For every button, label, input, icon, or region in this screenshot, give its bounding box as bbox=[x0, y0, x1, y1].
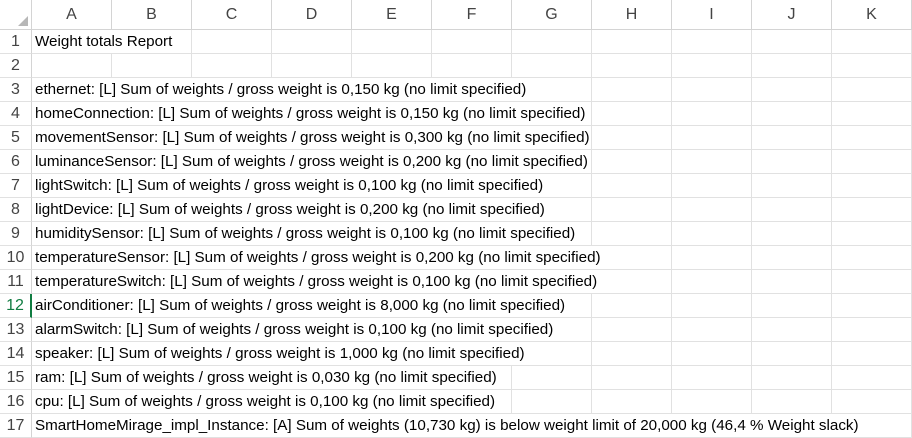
column-header-j[interactable]: J bbox=[752, 0, 832, 30]
column-header-f[interactable]: F bbox=[432, 0, 512, 30]
row-header-7[interactable]: 7 bbox=[0, 174, 32, 198]
cell-a11[interactable]: temperatureSwitch: [L] Sum of weights / … bbox=[35, 270, 599, 293]
cell-a6[interactable]: luminanceSensor: [L] Sum of weights / gr… bbox=[35, 150, 589, 173]
table-row bbox=[32, 54, 912, 78]
table-row: airConditioner: [L] Sum of weights / gro… bbox=[32, 294, 912, 318]
column-header-h[interactable]: H bbox=[592, 0, 672, 30]
cell-a15[interactable]: ram: [L] Sum of weights / gross weight i… bbox=[35, 366, 498, 389]
table-row: alarmSwitch: [L] Sum of weights / gross … bbox=[32, 318, 912, 342]
table-row: homeConnection: [L] Sum of weights / gro… bbox=[32, 102, 912, 126]
cell-a17[interactable]: SmartHomeMirage_impl_Instance: [A] Sum o… bbox=[35, 414, 860, 437]
cell-a3[interactable]: ethernet: [L] Sum of weights / gross wei… bbox=[35, 78, 528, 101]
select-all-corner[interactable] bbox=[0, 0, 32, 30]
row-header-2[interactable]: 2 bbox=[0, 54, 32, 78]
table-row: SmartHomeMirage_impl_Instance: [A] Sum o… bbox=[32, 414, 912, 438]
column-header-g[interactable]: G bbox=[512, 0, 592, 30]
cell-a7[interactable]: lightSwitch: [L] Sum of weights / gross … bbox=[35, 174, 545, 197]
cell-a4[interactable]: homeConnection: [L] Sum of weights / gro… bbox=[35, 102, 587, 125]
cell-a13[interactable]: alarmSwitch: [L] Sum of weights / gross … bbox=[35, 318, 555, 341]
table-row: temperatureSwitch: [L] Sum of weights / … bbox=[32, 270, 912, 294]
table-row: luminanceSensor: [L] Sum of weights / gr… bbox=[32, 150, 912, 174]
cell-a1[interactable]: Weight totals Report bbox=[35, 30, 174, 53]
cell-a10[interactable]: temperatureSensor: [L] Sum of weights / … bbox=[35, 246, 602, 269]
table-row: temperatureSensor: [L] Sum of weights / … bbox=[32, 246, 912, 270]
select-all-triangle-icon bbox=[18, 16, 28, 26]
cell-grid: Weight totals Report ethernet: [L] Sum of… bbox=[32, 30, 912, 438]
cell-a8[interactable]: lightDevice: [L] Sum of weights / gross … bbox=[35, 198, 546, 221]
row-header-4[interactable]: 4 bbox=[0, 102, 32, 126]
row-header-13[interactable]: 13 bbox=[0, 318, 32, 342]
column-header-a[interactable]: A bbox=[32, 0, 112, 30]
row-headers: 1 2 3 4 5 6 7 8 9 10 11 12 13 14 15 16 17 bbox=[0, 30, 32, 438]
row-header-11[interactable]: 11 bbox=[0, 270, 32, 294]
column-header-c[interactable]: C bbox=[192, 0, 272, 30]
column-header-e[interactable]: E bbox=[352, 0, 432, 30]
cell-a12[interactable]: airConditioner: [L] Sum of weights / gro… bbox=[35, 294, 567, 317]
cell-a16[interactable]: cpu: [L] Sum of weights / gross weight i… bbox=[35, 390, 497, 413]
table-row: lightSwitch: [L] Sum of weights / gross … bbox=[32, 174, 912, 198]
table-row: speaker: [L] Sum of weights / gross weig… bbox=[32, 342, 912, 366]
column-header-b[interactable]: B bbox=[112, 0, 192, 30]
row-header-14[interactable]: 14 bbox=[0, 342, 32, 366]
row-header-3[interactable]: 3 bbox=[0, 78, 32, 102]
row-header-5[interactable]: 5 bbox=[0, 126, 32, 150]
table-row: movementSensor: [L] Sum of weights / gro… bbox=[32, 126, 912, 150]
row-header-1[interactable]: 1 bbox=[0, 30, 32, 54]
row-header-15[interactable]: 15 bbox=[0, 366, 32, 390]
column-header-k[interactable]: K bbox=[832, 0, 912, 30]
row-header-6[interactable]: 6 bbox=[0, 150, 32, 174]
cell-a9[interactable]: humiditySensor: [L] Sum of weights / gro… bbox=[35, 222, 577, 245]
cell-a14[interactable]: speaker: [L] Sum of weights / gross weig… bbox=[35, 342, 526, 365]
row-header-12[interactable]: 12 bbox=[0, 294, 32, 318]
table-row: Weight totals Report bbox=[32, 30, 912, 54]
table-row: ram: [L] Sum of weights / gross weight i… bbox=[32, 366, 912, 390]
row-header-10[interactable]: 10 bbox=[0, 246, 32, 270]
table-row: lightDevice: [L] Sum of weights / gross … bbox=[32, 198, 912, 222]
row-header-8[interactable]: 8 bbox=[0, 198, 32, 222]
table-row: ethernet: [L] Sum of weights / gross wei… bbox=[32, 78, 912, 102]
column-header-d[interactable]: D bbox=[272, 0, 352, 30]
cell-a5[interactable]: movementSensor: [L] Sum of weights / gro… bbox=[35, 126, 591, 149]
row-header-16[interactable]: 16 bbox=[0, 390, 32, 414]
table-row: humiditySensor: [L] Sum of weights / gro… bbox=[32, 222, 912, 246]
table-row: cpu: [L] Sum of weights / gross weight i… bbox=[32, 390, 912, 414]
row-header-9[interactable]: 9 bbox=[0, 222, 32, 246]
column-header-i[interactable]: I bbox=[672, 0, 752, 30]
row-header-17[interactable]: 17 bbox=[0, 414, 32, 438]
